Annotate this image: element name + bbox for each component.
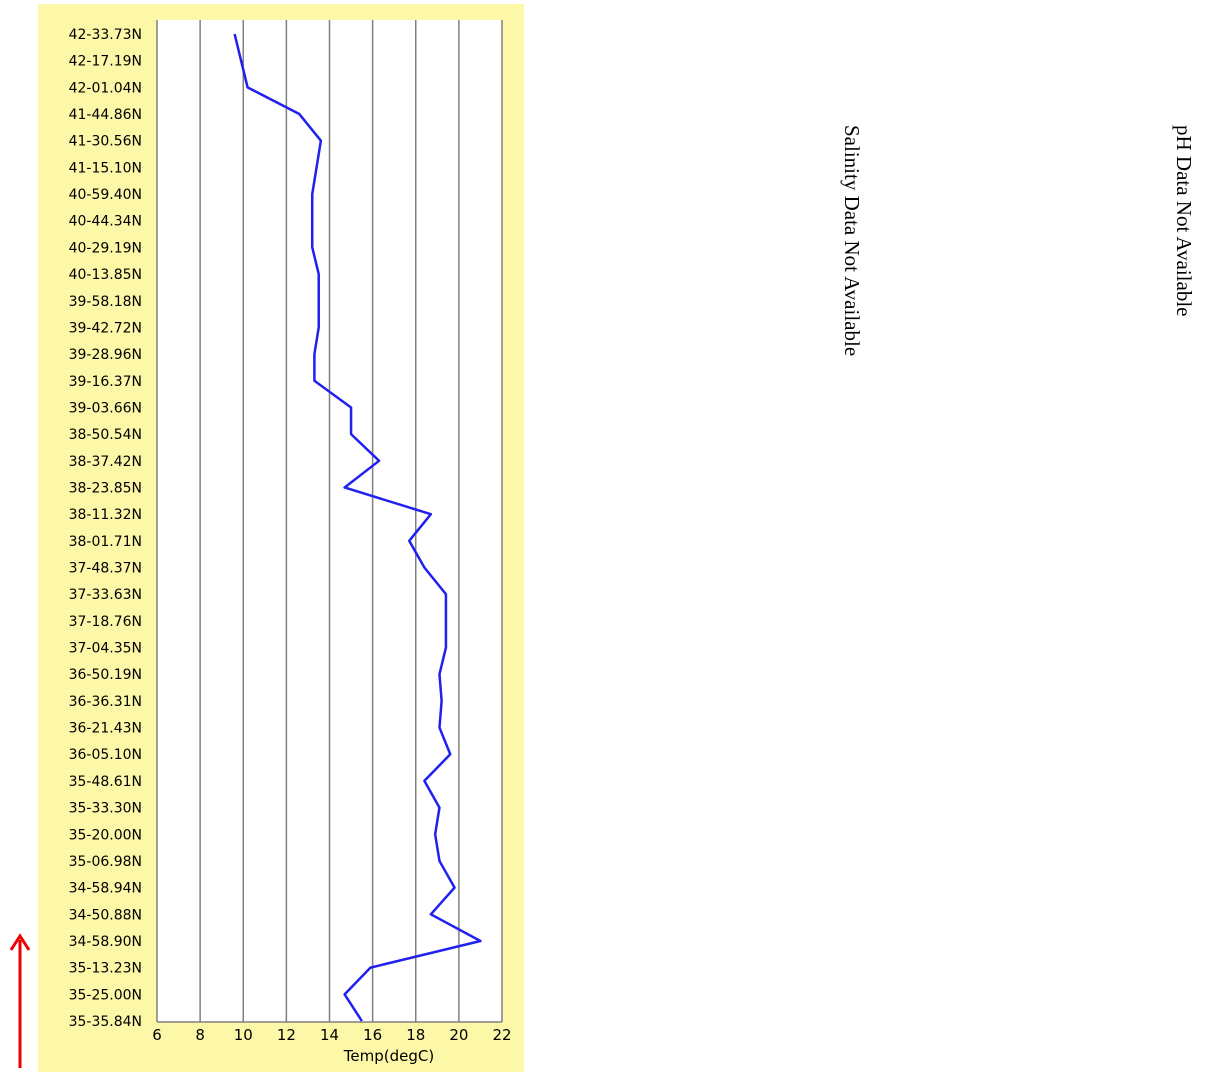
y-tick-label: 40-13.85N [69,267,142,283]
y-tick-label: 36-05.10N [69,747,142,763]
y-tick-label: 35-20.00N [69,827,142,843]
y-tick-label: 40-44.34N [69,214,142,230]
x-tick-label: 10 [234,1026,253,1044]
y-tick-label: 39-42.72N [69,320,142,336]
x-tick-label: 14 [320,1026,339,1044]
y-tick-label: 38-01.71N [69,534,142,550]
y-tick-label: 35-35.84N [69,1014,142,1030]
y-tick-label: 36-50.19N [69,667,142,683]
y-tick-label: 38-23.85N [69,480,142,496]
annotation: Salinity Data Not Available [840,125,864,356]
y-tick-label: 41-30.56N [69,134,142,150]
y-tick-label: 34-58.94N [69,881,142,897]
y-tick-label: 42-01.04N [69,80,142,96]
y-tick-label: 38-11.32N [69,507,142,523]
y-tick-label: 35-33.30N [69,801,142,817]
x-tick-label: 20 [449,1026,468,1044]
y-tick-label: 37-33.63N [69,587,142,603]
y-tick-label: 41-44.86N [69,107,142,123]
y-tick-label: 41-15.10N [69,160,142,176]
y-tick-label: 40-59.40N [69,187,142,203]
x-tick-label: 16 [363,1026,382,1044]
y-tick-label: 42-33.73N [69,27,142,43]
temperature-line [233,33,482,1022]
y-tick-label: 40-29.19N [69,240,142,256]
y-tick-label: 37-04.35N [69,641,142,657]
y-tick-label: 34-50.88N [69,907,142,923]
y-tick-label: 37-48.37N [69,561,142,577]
x-tick-label: 6 [152,1026,162,1044]
y-tick-label: 39-16.37N [69,374,142,390]
y-tick-label: 38-50.54N [69,427,142,443]
y-tick-label: 35-25.00N [69,987,142,1003]
x-axis-label: Temp(degC) [343,1047,434,1065]
y-tick-label: 38-37.42N [69,454,142,470]
y-tick-label: 34-58.90N [69,934,142,950]
x-tick-label: 8 [195,1026,205,1044]
x-tick-label: 18 [406,1026,425,1044]
annotation: pH Data Not Available [1172,125,1196,316]
arrow-head [9,933,31,951]
y-tick-label: 36-21.43N [69,721,142,737]
y-tick-label: 35-06.98N [69,854,142,870]
x-tick-label: 22 [492,1026,511,1044]
y-tick-label: 39-28.96N [69,347,142,363]
y-tick-label: 37-18.76N [69,614,142,630]
y-tick-label: 39-58.18N [69,294,142,310]
y-tick-label: 35-48.61N [69,774,142,790]
x-tick-label: 12 [277,1026,296,1044]
y-tick-label: 42-17.19N [69,54,142,70]
y-tick-label: 36-36.31N [69,694,142,710]
y-tick-label: 35-13.23N [69,961,142,977]
y-tick-label: 39-03.66N [69,400,142,416]
